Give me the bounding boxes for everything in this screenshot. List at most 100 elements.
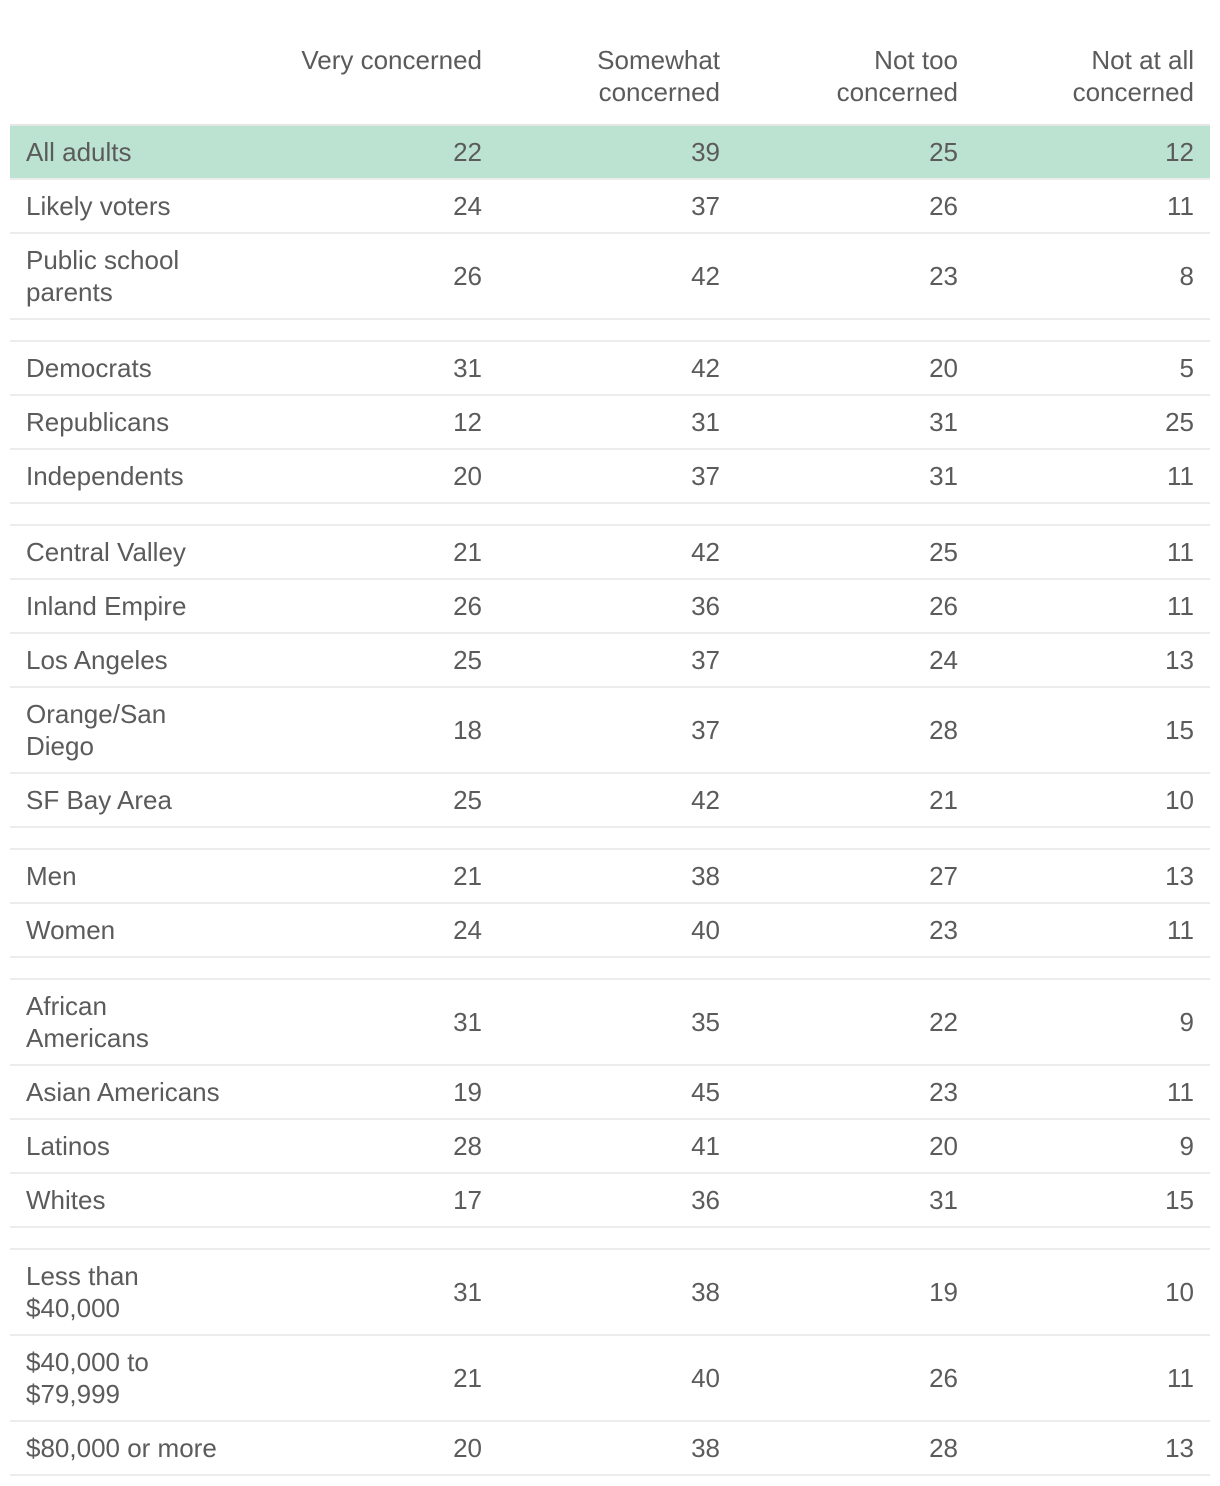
row-label: SF Bay Area: [26, 785, 172, 815]
group-spacer: [10, 1228, 1210, 1250]
cell-value-very-concerned: 20: [453, 461, 482, 491]
row-label: Less than $40,000: [26, 1261, 139, 1323]
cell-value-somewhat-concerned: 31: [691, 407, 720, 437]
table-row: Less than $40,000 31 38 19 10: [10, 1250, 1210, 1336]
cell-value-somewhat-concerned: 42: [691, 537, 720, 567]
table-row: Latinos 28 41 20 9: [10, 1120, 1210, 1174]
cell-value-not-at-all-concerned: 11: [1167, 1077, 1194, 1107]
column-header-somewhat-concerned: Somewhat concerned: [597, 45, 720, 107]
cell-value-somewhat-concerned: 41: [691, 1131, 720, 1161]
row-label: Whites: [26, 1185, 106, 1215]
cell-value-not-too-concerned: 20: [929, 353, 958, 383]
group-spacer: [10, 320, 1210, 342]
table-row: Likely voters 24 37 26 11: [10, 180, 1210, 234]
cell-value-not-too-concerned: 26: [929, 191, 958, 221]
cell-value-very-concerned: 25: [453, 785, 482, 815]
cell-value-somewhat-concerned: 42: [691, 785, 720, 815]
cell-value-not-at-all-concerned: 10: [1165, 785, 1194, 815]
table-row: Orange/San Diego 18 37 28 15: [10, 688, 1210, 774]
table-row: Republicans 12 31 31 25: [10, 396, 1210, 450]
cell-value-very-concerned: 31: [453, 1277, 482, 1307]
cell-value-not-too-concerned: 31: [929, 1185, 958, 1215]
cell-value-very-concerned: 18: [453, 715, 482, 745]
cell-value-not-too-concerned: 26: [929, 1363, 958, 1393]
cell-value-somewhat-concerned: 45: [691, 1077, 720, 1107]
cell-value-somewhat-concerned: 42: [691, 261, 720, 291]
cell-value-not-too-concerned: 19: [929, 1277, 958, 1307]
cell-value-not-at-all-concerned: 25: [1165, 407, 1194, 437]
row-label: Los Angeles: [26, 645, 168, 675]
table-row: Asian Americans 19 45 23 11: [10, 1066, 1210, 1120]
cell-value-not-too-concerned: 31: [929, 407, 958, 437]
table-row: All adults 22 39 25 12: [10, 126, 1210, 180]
cell-value-very-concerned: 21: [453, 537, 482, 567]
column-header-not-too-concerned: Not too concerned: [836, 45, 958, 107]
cell-value-very-concerned: 22: [453, 137, 482, 167]
table-row: Women 24 40 23 11: [10, 904, 1210, 958]
cell-value-not-at-all-concerned: 10: [1165, 1277, 1194, 1307]
group-spacer: [10, 504, 1210, 526]
row-label: Latinos: [26, 1131, 110, 1161]
table-row: Democrats 31 42 20 5: [10, 342, 1210, 396]
row-label: Women: [26, 915, 116, 945]
row-label: $80,000 or more: [26, 1433, 217, 1463]
row-label: $40,000 to $79,999: [26, 1347, 149, 1409]
group-spacer: [10, 958, 1210, 980]
cell-value-not-at-all-concerned: 15: [1165, 715, 1194, 745]
cell-value-not-too-concerned: 23: [929, 261, 958, 291]
cell-value-not-at-all-concerned: 15: [1165, 1185, 1194, 1215]
cell-value-very-concerned: 12: [453, 407, 482, 437]
table-row: Public school parents 26 42 23 8: [10, 234, 1210, 320]
cell-value-not-at-all-concerned: 9: [1179, 1131, 1194, 1161]
cell-value-not-too-concerned: 28: [929, 715, 958, 745]
cell-value-not-at-all-concerned: 9: [1179, 1007, 1194, 1037]
data-table: Very concerned Somewhat concerned Not to…: [10, 0, 1210, 1476]
cell-value-very-concerned: 31: [453, 353, 482, 383]
cell-value-not-at-all-concerned: 11: [1167, 915, 1194, 945]
row-label: Democrats: [26, 353, 152, 383]
cell-value-somewhat-concerned: 38: [691, 1277, 720, 1307]
cell-value-very-concerned: 21: [453, 1363, 482, 1393]
cell-value-not-too-concerned: 20: [929, 1131, 958, 1161]
row-label: Likely voters: [26, 191, 171, 221]
table-row: Inland Empire 26 36 26 11: [10, 580, 1210, 634]
cell-value-not-too-concerned: 21: [929, 785, 958, 815]
table-row: Whites 17 36 31 15: [10, 1174, 1210, 1228]
cell-value-not-at-all-concerned: 11: [1167, 1363, 1194, 1393]
cell-value-very-concerned: 31: [453, 1007, 482, 1037]
cell-value-very-concerned: 26: [453, 261, 482, 291]
row-label: Inland Empire: [26, 591, 187, 621]
cell-value-not-too-concerned: 25: [929, 537, 958, 567]
cell-value-not-too-concerned: 23: [929, 915, 958, 945]
row-label: Central Valley: [26, 537, 186, 567]
cell-value-somewhat-concerned: 37: [691, 715, 720, 745]
table-row: Central Valley 21 42 25 11: [10, 526, 1210, 580]
cell-value-somewhat-concerned: 40: [691, 1363, 720, 1393]
cell-value-not-at-all-concerned: 11: [1167, 591, 1194, 621]
cell-value-somewhat-concerned: 37: [691, 461, 720, 491]
table-row: SF Bay Area 25 42 21 10: [10, 774, 1210, 828]
cell-value-somewhat-concerned: 36: [691, 1185, 720, 1215]
row-label: Asian Americans: [26, 1077, 220, 1107]
row-label: Men: [26, 861, 77, 891]
cell-value-somewhat-concerned: 42: [691, 353, 720, 383]
table-row: $40,000 to $79,999 21 40 26 11: [10, 1336, 1210, 1422]
cell-value-not-at-all-concerned: 13: [1165, 1433, 1194, 1463]
cell-value-very-concerned: 25: [453, 645, 482, 675]
column-header-very-concerned: Very concerned: [301, 45, 482, 75]
row-label: African Americans: [26, 991, 149, 1053]
cell-value-not-too-concerned: 27: [929, 861, 958, 891]
cell-value-somewhat-concerned: 36: [691, 591, 720, 621]
cell-value-not-too-concerned: 31: [929, 461, 958, 491]
cell-value-very-concerned: 21: [453, 861, 482, 891]
cell-value-not-too-concerned: 26: [929, 591, 958, 621]
cell-value-somewhat-concerned: 39: [691, 137, 720, 167]
table-row: $80,000 or more 20 38 28 13: [10, 1422, 1210, 1476]
row-label: Republicans: [26, 407, 170, 437]
cell-value-somewhat-concerned: 35: [691, 1007, 720, 1037]
cell-value-very-concerned: 24: [453, 191, 482, 221]
cell-value-somewhat-concerned: 37: [691, 191, 720, 221]
cell-value-very-concerned: 26: [453, 591, 482, 621]
cell-value-very-concerned: 24: [453, 915, 482, 945]
table-row: Men 21 38 27 13: [10, 850, 1210, 904]
